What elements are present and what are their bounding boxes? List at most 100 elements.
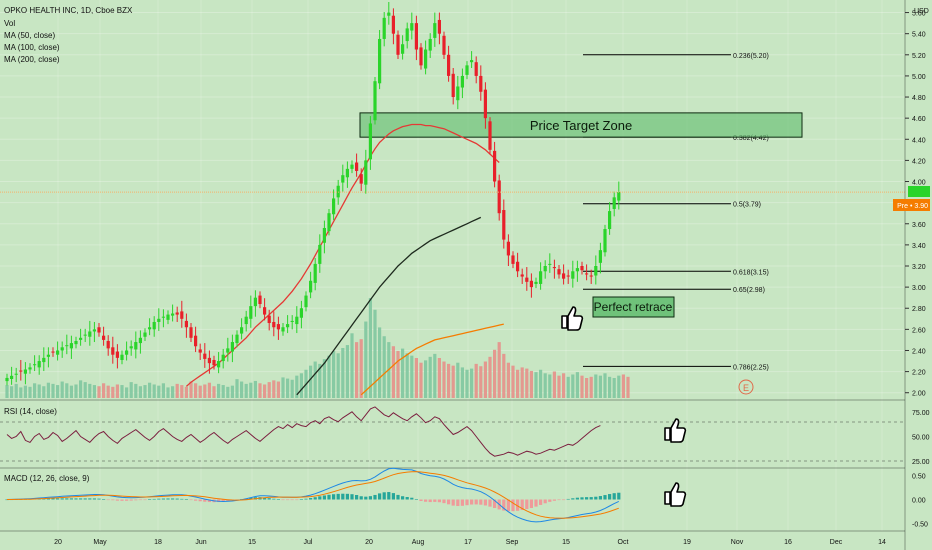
candle-body [447,54,451,76]
candle-body [350,164,354,169]
candle-body [230,342,234,352]
price-tick-label: 2.00 [912,391,926,398]
volume-bar [451,365,455,398]
earnings-marker[interactable]: E [738,379,754,395]
volume-bar [571,374,575,398]
price-tick-label: 5.60 [912,11,926,18]
candle-body [304,295,308,308]
candle-body [525,277,529,282]
volume-bar [396,350,400,398]
macd-histogram-bar [539,499,543,505]
rsi-tick-label: 50.00 [912,434,930,441]
macd-histogram-bar [336,493,340,500]
price-tick-label: 2.80 [912,306,926,313]
volume-bar [336,353,340,398]
macd-histogram-bar [152,498,156,500]
price-tick-label: 5.40 [912,32,926,39]
volume-bar [125,387,129,398]
volume-bar [589,376,593,398]
legend-vol: Vol [4,19,15,28]
volume-bar [424,360,428,398]
macd-histogram-bar [428,499,432,503]
candle-body [244,316,248,325]
volume-bar [520,367,524,398]
macd-histogram-bar [327,494,331,500]
macd-histogram-bar [488,499,492,507]
volume-bar [46,382,50,398]
volume-bar [497,342,501,398]
volume-bar [290,379,294,398]
rsi-title: RSI (14, close) [4,407,57,416]
candle-body [79,337,83,340]
candle-body [46,354,50,357]
volume-bar [198,385,202,398]
candlesticks [5,2,621,386]
volume-bar [355,342,359,398]
candle-body [502,210,506,240]
time-tick-label: 20 [365,539,373,546]
candle-body [309,280,313,293]
macd-histogram-bar [529,499,533,509]
macd-histogram-bar [217,499,221,503]
macd-histogram-bar [575,497,579,500]
time-tick-label: 15 [248,539,256,546]
volume-bar [106,385,110,398]
candle-body [437,19,441,34]
macd-histogram-bar [396,494,400,500]
time-tick-label: May [93,539,107,546]
volume-bar [272,380,276,398]
volume-bar [65,383,69,398]
retrace-box[interactable] [592,296,675,318]
macd-histogram-bar [60,498,64,500]
macd-histogram-bar [368,496,372,500]
macd-histogram-bar [557,499,561,501]
candle-body [129,346,133,349]
price-tick-label: 3.40 [912,243,926,250]
candle-body [175,312,179,315]
candle-body [120,354,124,360]
retrace-label: Perfect retrace [594,300,673,314]
volume-bar [92,385,96,398]
candle-body [138,337,142,344]
volume-bar [373,309,377,398]
macd-histogram-bar [511,499,515,512]
volume-bar [97,386,101,398]
macd-histogram-bar [594,496,598,500]
macd-histogram-bar [437,499,441,503]
macd-histogram-bar [74,498,78,500]
candle-body [382,17,386,39]
time-tick-label: 18 [154,539,162,546]
macd-histogram-bar [442,499,446,504]
candle-body [575,268,579,272]
price-target-zone[interactable] [359,112,803,138]
candle-body [345,168,349,178]
volume-bar [401,348,405,398]
volume-bar [313,361,317,398]
volume-bar [295,375,299,398]
candle-body [419,47,423,66]
macd-histogram-bar [281,499,285,501]
candle-body [134,342,138,350]
macd-histogram-bar [359,496,363,500]
volume-bar [28,386,32,398]
volume-bar [217,383,221,398]
time-tick-label: 19 [683,539,691,546]
candle-body [433,23,437,38]
candle-body [157,318,161,322]
macd-histogram-bar [286,499,290,501]
macd-histogram-bar [585,497,589,500]
volume-bar [585,378,589,398]
price-tick-label: 3.00 [912,285,926,292]
candle-body [414,23,418,50]
volume-bar [557,375,561,398]
volume-bar [318,363,322,398]
macd-histogram-bar [299,499,303,500]
macd-histogram-bar [221,499,225,502]
volume-bar [483,361,487,398]
candle-body [37,361,41,368]
volume-bar [148,382,152,398]
candle-body [189,327,193,338]
volume-bar [548,374,552,398]
macd-histogram-bar [171,498,175,500]
volume-bar [56,385,60,398]
